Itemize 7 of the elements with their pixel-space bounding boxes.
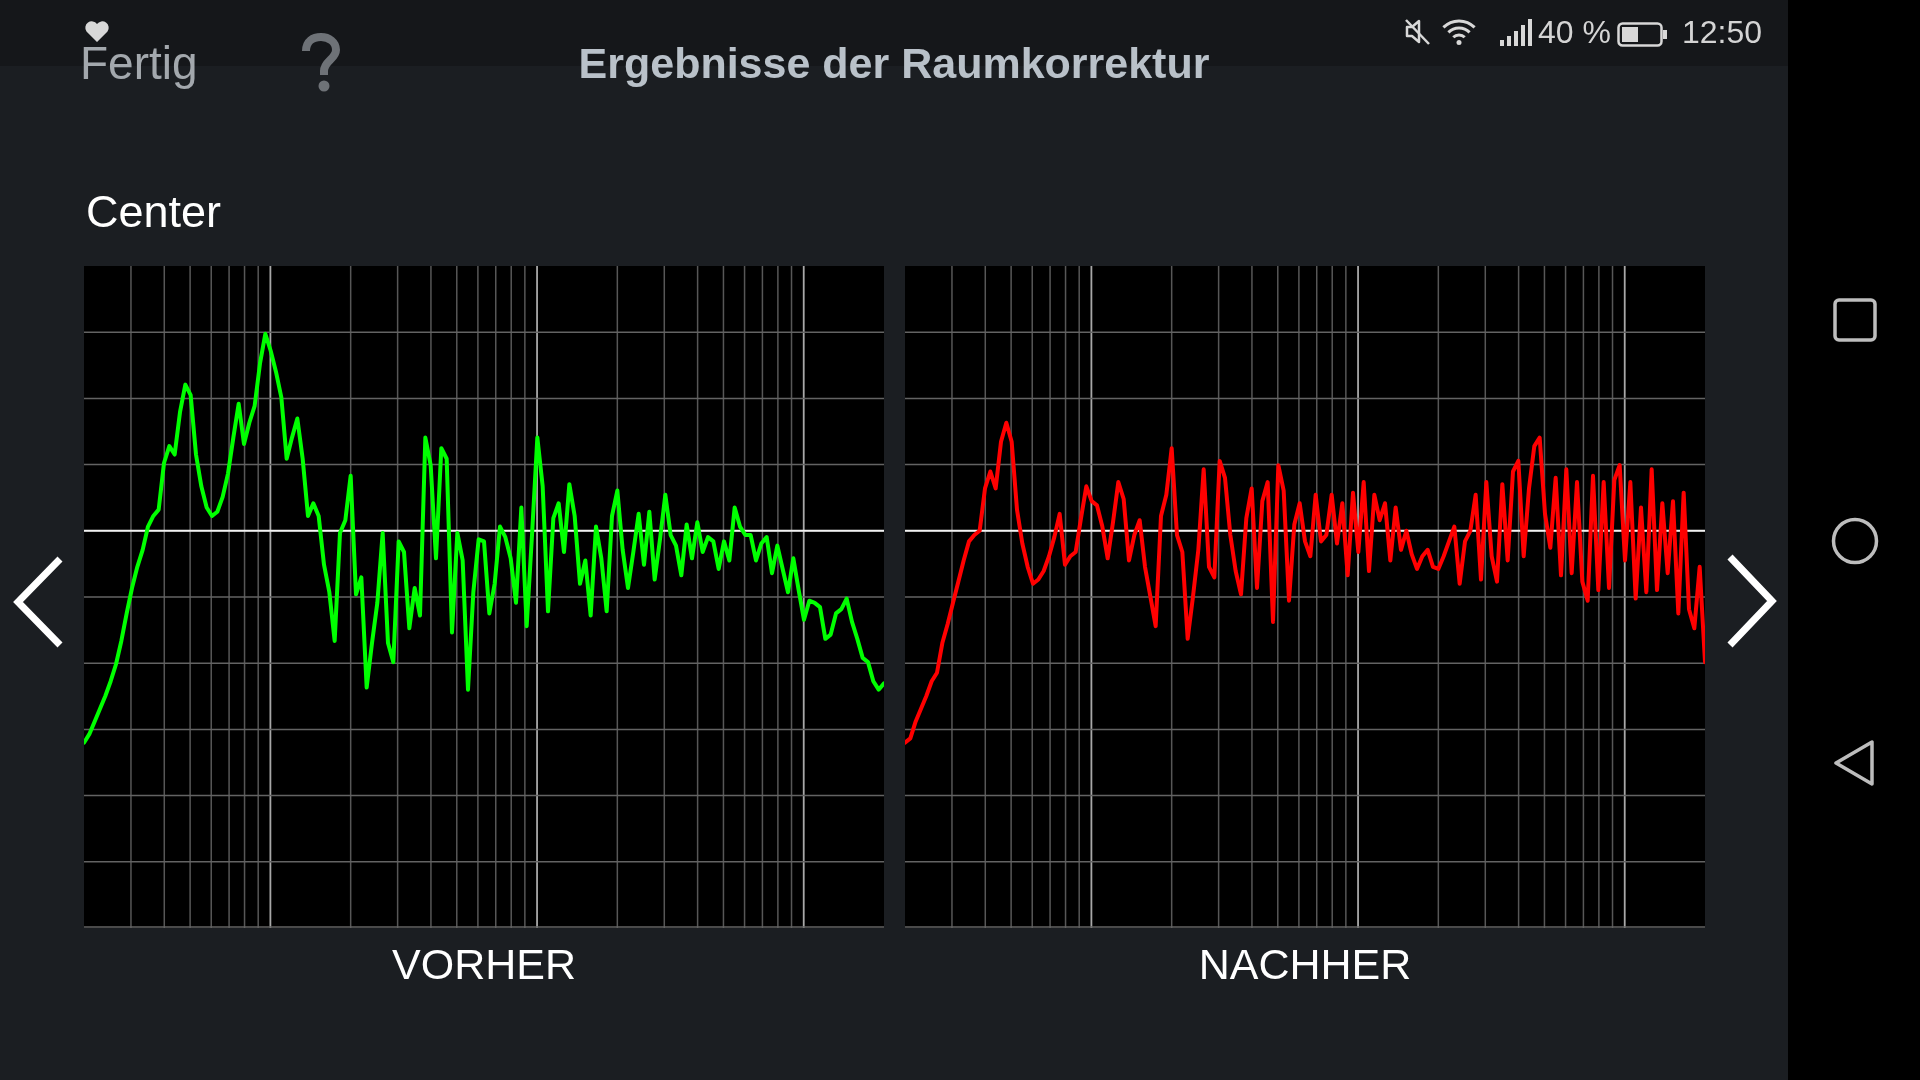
text: 40 % — [1538, 13, 1611, 52]
text: 12:50 — [1682, 13, 1763, 52]
chart-title: Ergebnisse der Raumkorrektur — [578, 39, 1210, 87]
x-axis-title: VORHER — [391, 939, 577, 990]
text: Fertig — [80, 36, 198, 91]
chart-subtitle: Center — [86, 185, 222, 239]
x-axis-title: NACHHER — [1197, 939, 1413, 990]
